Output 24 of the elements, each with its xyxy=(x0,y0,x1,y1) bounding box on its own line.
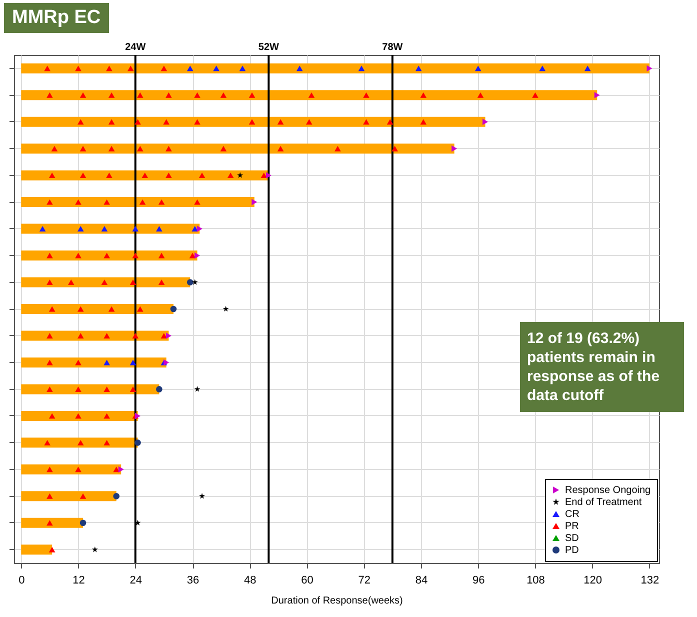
annotation: 12 of 19 (63.2%) patients remain in response as of the data cutoff xyxy=(520,322,684,412)
x-tick-label: 72 xyxy=(358,574,370,586)
x-tick-label: 96 xyxy=(472,574,485,586)
x-tick-label: 132 xyxy=(640,574,660,586)
x-tick-label: 84 xyxy=(415,574,428,586)
ref-line-label: 24W xyxy=(125,42,146,53)
x-tick-label: 36 xyxy=(186,574,200,586)
ref-line-label: 52W xyxy=(258,42,280,53)
legend-label: Response Ongoing xyxy=(565,485,651,496)
x-tick-label: 48 xyxy=(244,574,256,586)
x-tick-label: 12 xyxy=(72,574,85,586)
chart-title: MMRp EC xyxy=(4,3,109,33)
x-tick-label: 120 xyxy=(584,574,602,586)
x-axis-title: Duration of Response(weeks) xyxy=(271,596,403,606)
legend-label: End of Treatment xyxy=(565,497,642,508)
legend-label: PD xyxy=(565,545,579,556)
x-tick-label: 60 xyxy=(301,574,314,586)
legend-label: SD xyxy=(565,533,579,544)
x-tick-label: 24 xyxy=(130,574,142,586)
legend-label: CR xyxy=(565,509,580,520)
x-tick-label: 108 xyxy=(526,574,545,586)
ref-line-label: 78W xyxy=(382,42,404,53)
legend-label: PR xyxy=(565,521,579,532)
x-tick-label: 0 xyxy=(18,574,25,586)
